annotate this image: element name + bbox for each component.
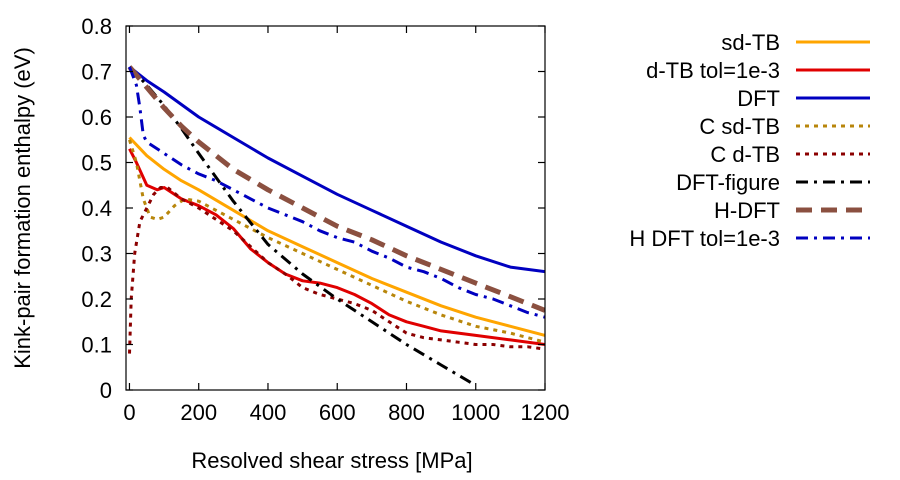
series-line-c-sd-tb xyxy=(128,139,545,344)
series-line-dft xyxy=(128,65,545,274)
legend-label-c-d-tb: C d-TB xyxy=(710,142,780,167)
series-line-dft-figure xyxy=(128,65,477,387)
legend-label-h-dft: H-DFT xyxy=(714,198,780,223)
series-layer xyxy=(127,65,545,387)
series-line-h-dft-tol-1e-3 xyxy=(128,66,545,319)
x-axis-title: Resolved shear stress [MPa] xyxy=(191,448,472,473)
y-tick-label: 0 xyxy=(100,378,112,403)
y-tick-label: 0.8 xyxy=(81,14,112,39)
x-tick-label: 1200 xyxy=(521,400,570,425)
y-tick-label: 0.2 xyxy=(81,287,112,312)
legend-label-h-dft-tol-1e-3: H DFT tol=1e-3 xyxy=(629,226,780,251)
legend-label-c-sd-tb: C sd-TB xyxy=(699,114,780,139)
x-tick-label: 200 xyxy=(180,400,217,425)
x-tick-label: 800 xyxy=(388,400,425,425)
y-tick-label: 0.6 xyxy=(81,105,112,130)
legend-label-sd-tb: sd-TB xyxy=(721,30,780,55)
x-tick-label: 0 xyxy=(123,400,135,425)
tick-labels-layer: 0 200 400 600 800 1000 1200 0 0.1 0.2 0.3 0.4 0.5 0.6… xyxy=(81,14,569,425)
series-line-sd-tb xyxy=(128,136,545,337)
series-line-d-tb-tol-1e-3 xyxy=(128,148,545,346)
legend-label-d-tb-tol-1e-3: d-TB tol=1e-3 xyxy=(646,58,780,83)
y-tick-label: 0.7 xyxy=(81,60,112,85)
ticks-layer xyxy=(126,25,546,391)
y-tick-label: 0.4 xyxy=(81,196,112,221)
series-line-h-dft xyxy=(127,65,545,313)
legend-label-dft-figure: DFT-figure xyxy=(676,170,780,195)
y-tick-label: 0.1 xyxy=(81,333,112,358)
x-tick-label: 400 xyxy=(250,400,287,425)
x-tick-label: 600 xyxy=(319,400,356,425)
legend: sd-TB d-TB tol=1e-3 DFT C sd-TB C d-TB DFT-fi… xyxy=(629,30,870,251)
x-tick-label: 1000 xyxy=(451,400,500,425)
y-tick-label: 0.5 xyxy=(81,151,112,176)
y-axis-title: Kink-pair formation enthalpy (eV) xyxy=(10,47,35,369)
legend-label-dft: DFT xyxy=(737,86,780,111)
y-tick-label: 0.3 xyxy=(81,242,112,267)
